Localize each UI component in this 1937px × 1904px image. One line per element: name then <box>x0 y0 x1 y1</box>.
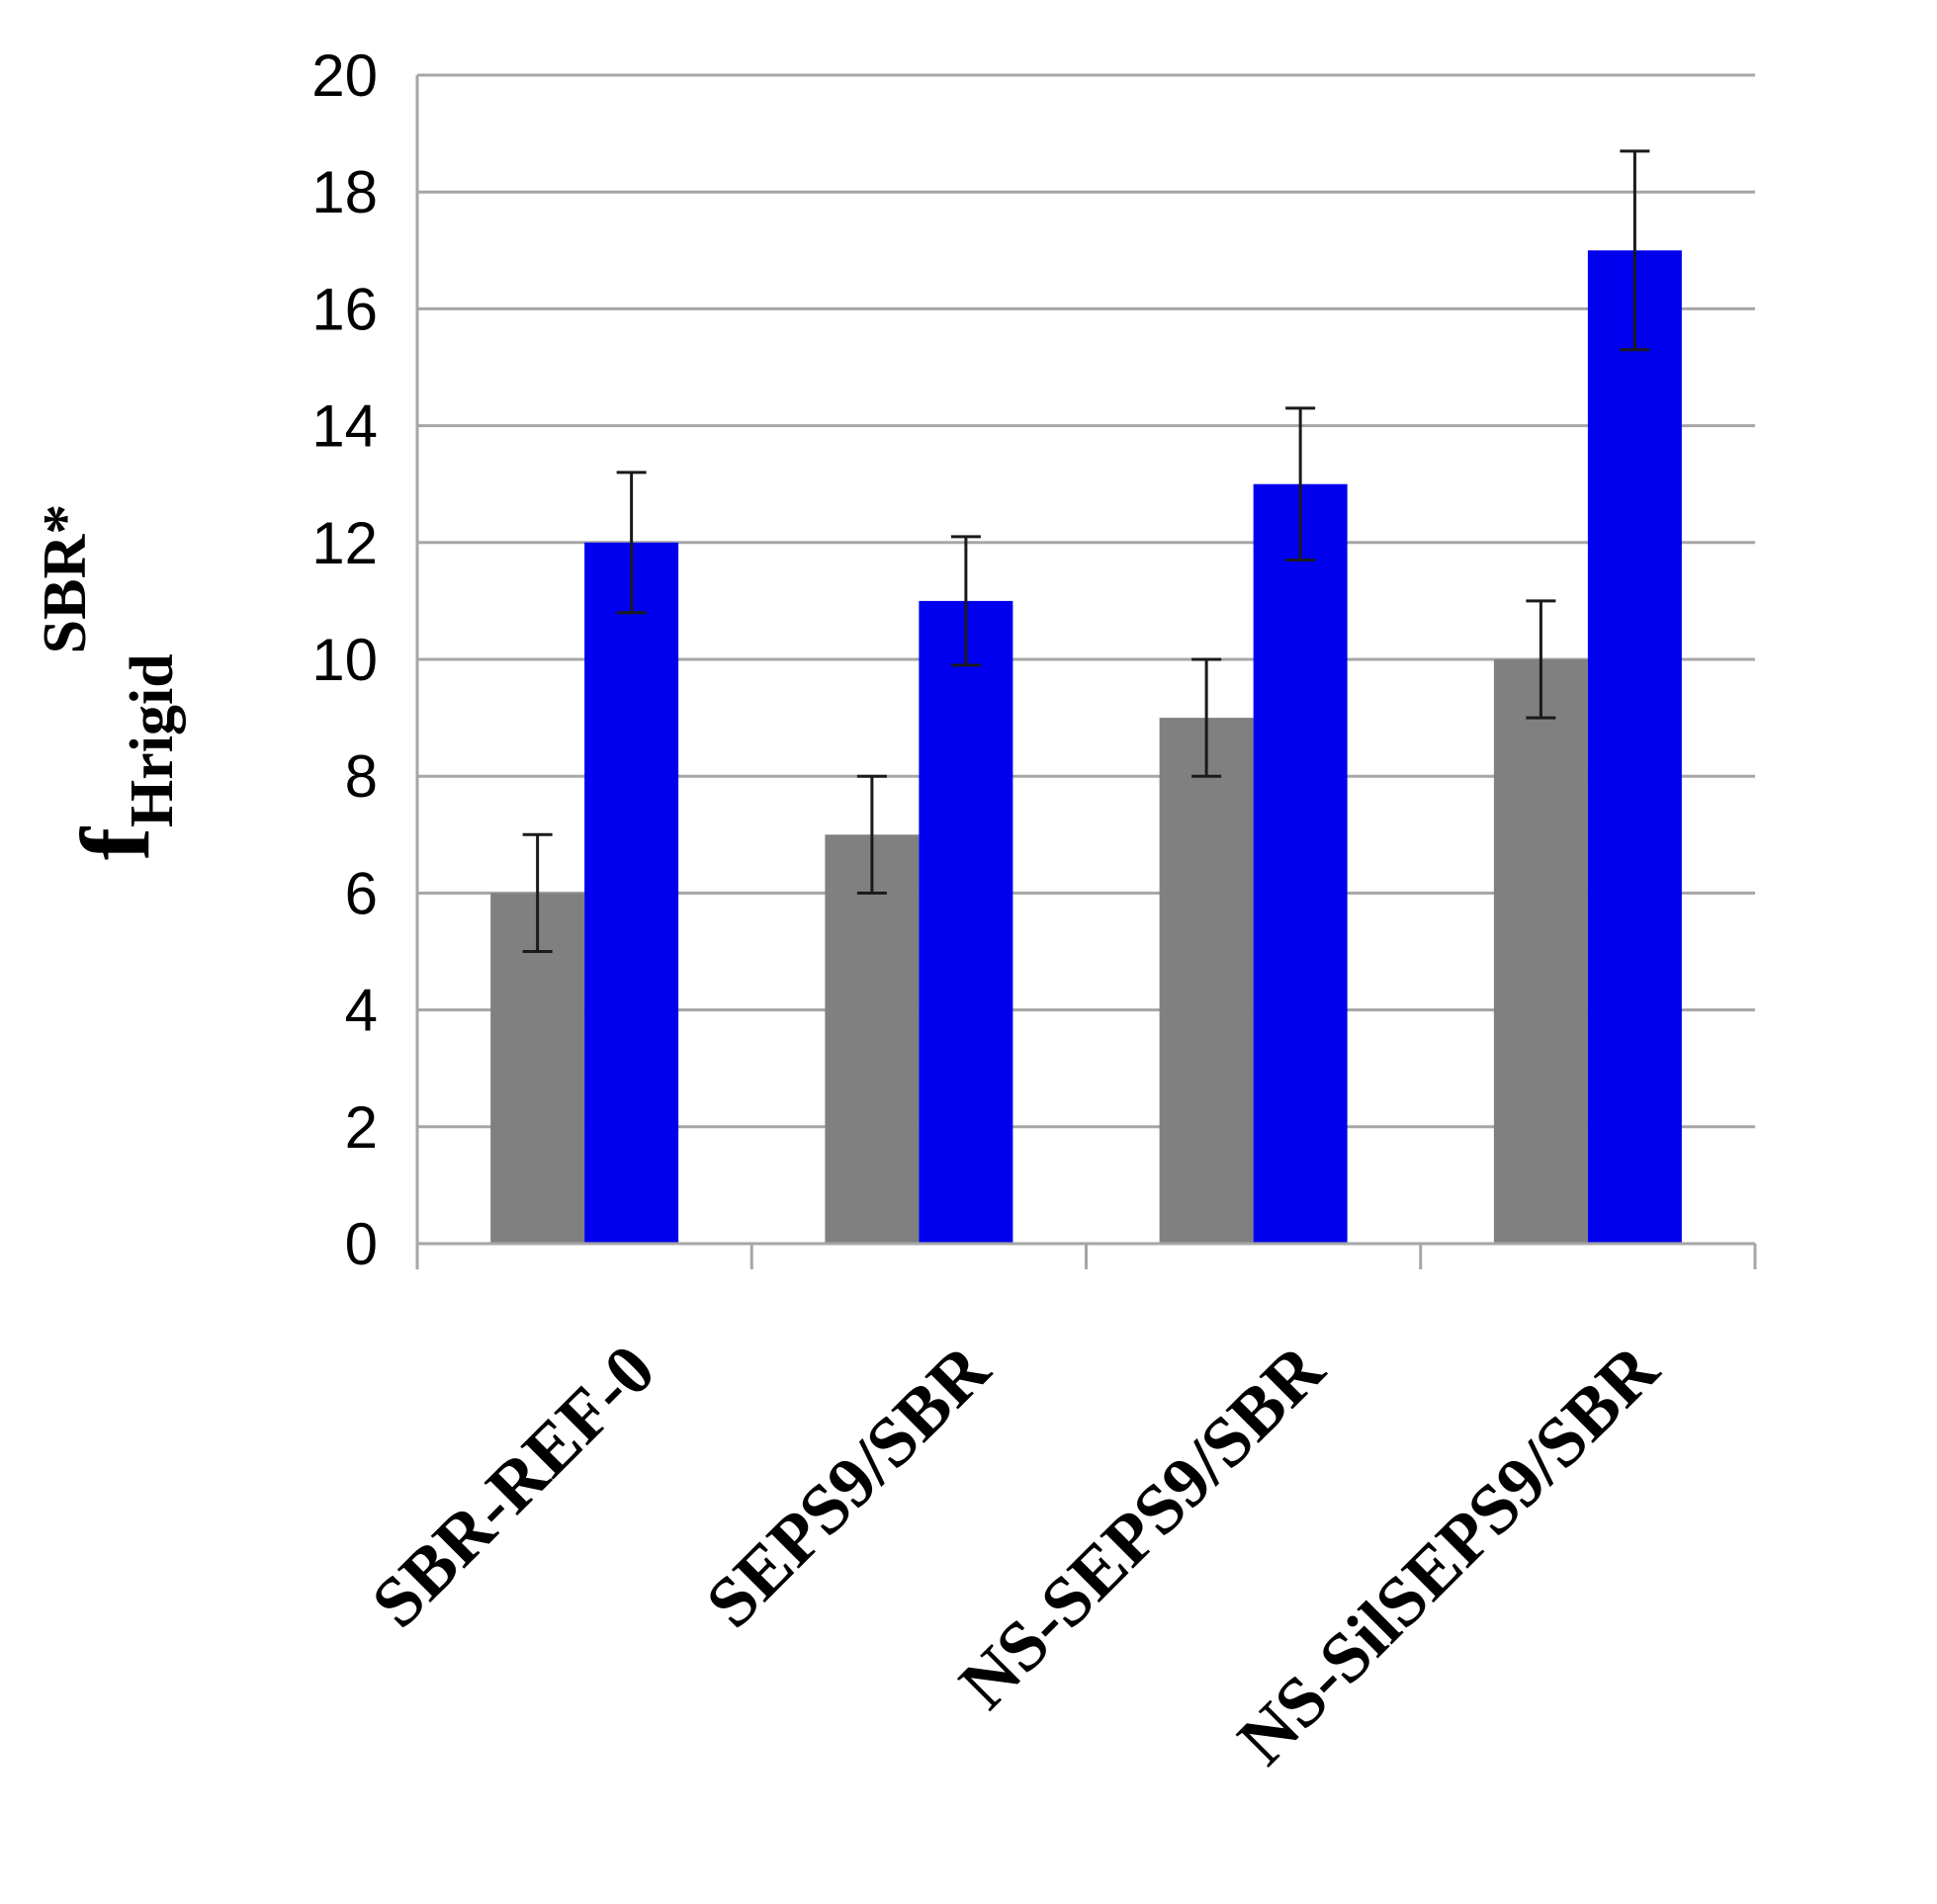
x-category-label: SBR-REF-0 <box>357 1330 670 1643</box>
bars <box>490 250 1682 1245</box>
y-axis-label-subscript: Hrigid <box>119 653 186 827</box>
y-tick-label: 14 <box>311 393 378 460</box>
x-category-label: NS-SEPS9/SBR <box>944 1329 1340 1724</box>
y-tick-labels: 0 2 4 6 8 10 12 14 16 18 20 <box>311 43 378 1277</box>
bar <box>1493 659 1588 1244</box>
error-bars <box>522 149 1650 953</box>
x-category-labels: SBR-REF-0 SEPS9/SBRNS-SEPS9/SBRNS-SilSEPS… <box>357 1329 1674 1779</box>
bar <box>825 834 920 1244</box>
y-axis-label: fHrigid SBR* <box>32 504 186 861</box>
bar <box>919 600 1013 1244</box>
bar <box>1587 250 1682 1245</box>
y-tick-label: 20 <box>311 43 378 109</box>
y-axis-label-main: f <box>60 825 170 860</box>
y-tick-label: 8 <box>345 743 378 810</box>
y-tick-label: 12 <box>311 510 378 576</box>
y-tick-label: 16 <box>311 276 378 342</box>
y-tick-label: 10 <box>311 627 378 693</box>
y-tick-label: 2 <box>345 1094 378 1161</box>
bar <box>1159 718 1254 1244</box>
bar <box>1253 483 1348 1244</box>
y-axis-label-superscript: SBR* <box>32 504 99 654</box>
x-category-label: SEPS9/SBR <box>691 1329 1006 1643</box>
svg-text:fHrigidSBR*: fHrigid SBR* <box>32 504 186 861</box>
y-tick-label: 4 <box>345 978 378 1044</box>
y-tick-label: 6 <box>345 860 378 926</box>
axes <box>415 75 1757 1269</box>
bar <box>584 542 679 1244</box>
y-tick-label: 18 <box>311 159 378 225</box>
y-tick-label: 0 <box>345 1211 378 1277</box>
